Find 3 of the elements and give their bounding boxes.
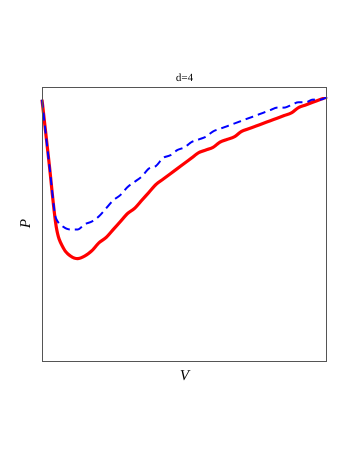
y-axis-title: P [18,218,36,228]
x-axis-title: V [178,368,192,385]
chart-title: d=4 [174,72,194,84]
